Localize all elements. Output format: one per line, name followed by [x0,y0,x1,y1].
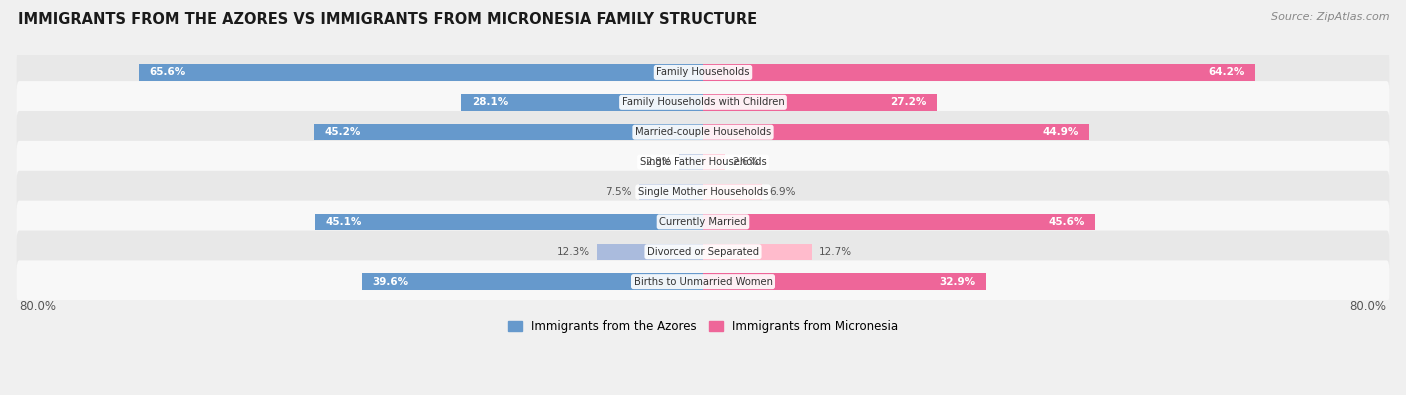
FancyBboxPatch shape [17,141,1389,183]
FancyBboxPatch shape [17,51,1389,94]
Legend: Immigrants from the Azores, Immigrants from Micronesia: Immigrants from the Azores, Immigrants f… [503,315,903,338]
Text: 28.1%: 28.1% [471,97,508,107]
Text: 27.2%: 27.2% [890,97,927,107]
Bar [315,214,703,230]
Text: Births to Unmarried Women: Births to Unmarried Women [634,276,772,287]
Bar [703,244,813,260]
Text: 45.2%: 45.2% [325,127,361,137]
Text: 7.5%: 7.5% [605,187,631,197]
Text: 44.9%: 44.9% [1042,127,1078,137]
FancyBboxPatch shape [17,111,1389,153]
Bar [598,244,703,260]
Text: Source: ZipAtlas.com: Source: ZipAtlas.com [1271,12,1389,22]
Bar [679,154,703,170]
Text: IMMIGRANTS FROM THE AZORES VS IMMIGRANTS FROM MICRONESIA FAMILY STRUCTURE: IMMIGRANTS FROM THE AZORES VS IMMIGRANTS… [18,12,758,27]
Text: Currently Married: Currently Married [659,217,747,227]
Text: Single Father Households: Single Father Households [640,157,766,167]
Text: 2.6%: 2.6% [733,157,759,167]
Text: 64.2%: 64.2% [1208,68,1244,77]
FancyBboxPatch shape [17,201,1389,243]
Bar [703,154,725,170]
Text: 12.3%: 12.3% [557,247,591,257]
FancyBboxPatch shape [17,231,1389,273]
Text: 80.0%: 80.0% [20,299,56,312]
Bar [703,94,936,111]
Text: 80.0%: 80.0% [1350,299,1386,312]
Bar [315,124,703,140]
Text: 32.9%: 32.9% [939,276,976,287]
Text: Divorced or Separated: Divorced or Separated [647,247,759,257]
Bar [461,94,703,111]
Bar [703,184,762,200]
Bar [703,214,1095,230]
FancyBboxPatch shape [17,171,1389,213]
FancyBboxPatch shape [17,81,1389,124]
Text: Family Households: Family Households [657,68,749,77]
FancyBboxPatch shape [17,260,1389,303]
Bar [703,64,1256,81]
Text: Single Mother Households: Single Mother Households [638,187,768,197]
Text: 39.6%: 39.6% [373,276,409,287]
Text: 2.8%: 2.8% [645,157,672,167]
Text: Married-couple Households: Married-couple Households [636,127,770,137]
Text: 45.1%: 45.1% [325,217,361,227]
Bar [363,273,703,290]
Bar [703,124,1090,140]
Bar [139,64,703,81]
Text: 12.7%: 12.7% [820,247,852,257]
Text: 65.6%: 65.6% [149,68,186,77]
Bar [703,273,986,290]
Text: 45.6%: 45.6% [1049,217,1085,227]
Bar [638,184,703,200]
Text: Family Households with Children: Family Households with Children [621,97,785,107]
Text: 6.9%: 6.9% [769,187,796,197]
